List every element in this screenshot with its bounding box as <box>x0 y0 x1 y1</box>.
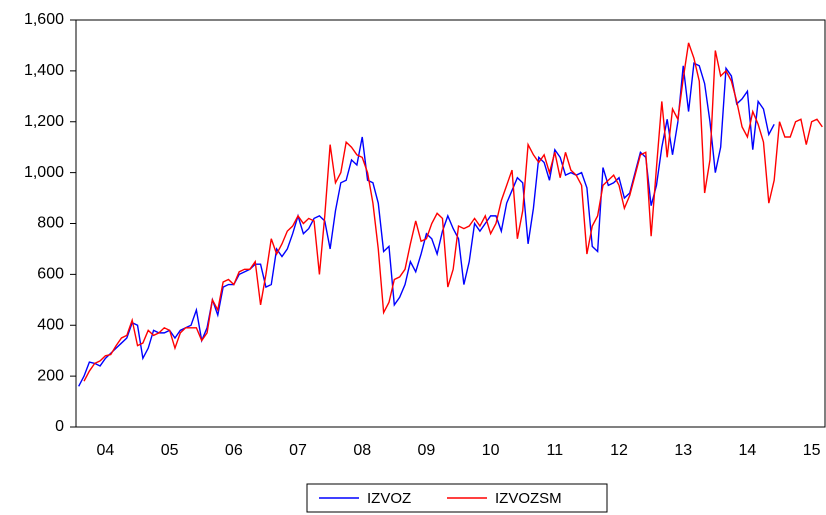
x-tick-label: 15 <box>803 442 821 459</box>
y-tick-label: 800 <box>37 215 64 232</box>
x-tick-label: 07 <box>289 442 307 459</box>
y-tick-label: 1,000 <box>24 164 64 181</box>
series-line <box>83 42 823 382</box>
y-tick-label: 0 <box>55 418 64 435</box>
legend-label: IZVOZ <box>367 490 411 507</box>
y-tick-label: 1,600 <box>24 11 64 28</box>
series-line <box>78 62 775 387</box>
x-tick-label: 08 <box>353 442 371 459</box>
x-tick-label: 06 <box>225 442 243 459</box>
x-tick-label: 10 <box>482 442 500 459</box>
x-tick-label: 09 <box>418 442 436 459</box>
x-tick-label: 11 <box>547 442 564 459</box>
y-tick-label: 400 <box>37 316 64 333</box>
x-tick-label: 05 <box>161 442 179 459</box>
y-tick-label: 1,400 <box>24 62 64 79</box>
x-tick-label: 12 <box>610 442 628 459</box>
x-tick-label: 13 <box>674 442 692 459</box>
y-tick-label: 600 <box>37 266 64 283</box>
x-tick-label: 04 <box>97 442 115 459</box>
y-tick-label: 200 <box>37 367 64 384</box>
x-tick-label: 14 <box>739 442 757 459</box>
y-tick-label: 1,200 <box>24 113 64 130</box>
legend-label: IZVOZSM <box>495 490 562 507</box>
